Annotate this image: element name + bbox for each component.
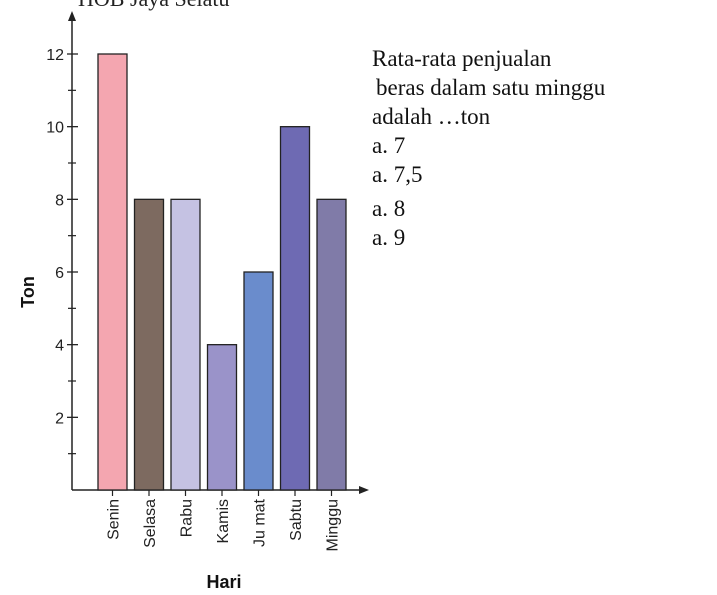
x-axis-arrow bbox=[359, 486, 369, 494]
header-fragment: HOB Jaya Selatu bbox=[78, 0, 230, 11]
y-tick-label: 2 bbox=[55, 410, 64, 427]
x-tick-label-jumat: Ju mat bbox=[252, 498, 269, 547]
question-stem-line-2: beras dalam satu minggu bbox=[376, 75, 606, 100]
x-tick-label-sabtu: Sabtu bbox=[288, 499, 305, 541]
bar-minggu bbox=[316, 198, 347, 491]
y-axis-arrow bbox=[68, 11, 76, 21]
y-tick-label: 4 bbox=[55, 338, 64, 355]
bar-senin bbox=[97, 53, 128, 491]
x-tick-label-selasa: Selasa bbox=[142, 499, 159, 548]
bar-kamis bbox=[206, 344, 238, 491]
question-stem-line-3: adalah …ton bbox=[372, 104, 491, 129]
y-axis-title: Ton bbox=[18, 276, 38, 308]
option-a-7: a. 7 bbox=[372, 133, 406, 158]
x-tick-label-minggu: Minggu bbox=[325, 499, 342, 551]
y-tick-label: 10 bbox=[46, 120, 64, 137]
option-a-7-5: a. 7,5 bbox=[372, 162, 423, 187]
bar-selasa bbox=[133, 198, 165, 491]
x-tick-label-senin: Senin bbox=[106, 499, 123, 540]
x-tick-label-kamis: Kamis bbox=[215, 499, 232, 543]
bar-jumat bbox=[243, 271, 274, 491]
x-tick-label-rabu: Rabu bbox=[179, 499, 196, 537]
bar-sabtu bbox=[279, 126, 311, 491]
y-tick-label: 6 bbox=[55, 265, 64, 282]
chart-bars bbox=[97, 53, 347, 491]
option-a-8: a. 8 bbox=[372, 196, 406, 221]
bar-rabu bbox=[170, 198, 201, 491]
y-axis-ticks: 2 4 6 8 10 12 bbox=[46, 47, 78, 455]
question-block: Rata-rata penjualan beras dalam satu min… bbox=[372, 44, 605, 252]
y-tick-label: 12 bbox=[46, 47, 64, 64]
x-axis-title: Hari bbox=[206, 572, 241, 592]
question-stem-line-1: Rata-rata penjualan bbox=[372, 46, 552, 71]
y-tick-label: 8 bbox=[55, 192, 64, 209]
option-a-9: a. 9 bbox=[372, 225, 406, 250]
x-axis-labels: Senin Selasa Rabu Kamis Ju mat Sabtu Minggu bbox=[106, 490, 342, 551]
